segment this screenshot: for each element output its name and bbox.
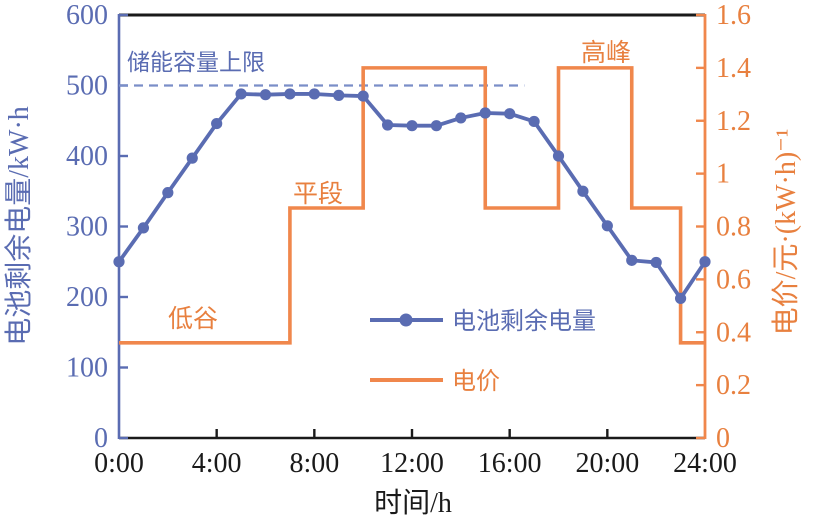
battery-data-point — [455, 112, 467, 124]
battery-data-point — [552, 150, 565, 162]
y-left-tick-label: 600 — [66, 0, 108, 31]
y-right-tick-label: 1 — [716, 159, 730, 190]
x-axis-tick-label: 20:00 — [575, 448, 639, 479]
y-right-tick-label: 0 — [716, 423, 730, 454]
legend-battery-label: 电池剩余电量 — [452, 308, 596, 335]
battery-data-point — [674, 292, 687, 305]
battery-data-point — [211, 117, 223, 130]
battery-data-point — [186, 152, 198, 164]
x-axis-tick-label: 0:00 — [94, 448, 144, 479]
y-left-tick-label: 400 — [66, 141, 108, 172]
battery-data-point — [430, 120, 443, 132]
battery-data-point — [357, 90, 369, 102]
y-axis-right-title: 电价/元·(kW·h)⁻¹ — [770, 129, 802, 336]
legend-price-label: 电价 — [452, 368, 500, 395]
battery-data-point — [235, 88, 247, 100]
x-axis-tick-label: 24:00 — [673, 448, 737, 479]
annotation-peak: 高峰 — [581, 39, 631, 67]
y-left-tick-label: 500 — [66, 71, 108, 102]
battery-data-point — [479, 107, 491, 119]
battery-data-point — [699, 256, 711, 268]
battery-data-point — [113, 256, 125, 268]
battery-data-point — [504, 108, 516, 120]
y-left-tick-label: 100 — [66, 353, 108, 384]
price-step-line — [119, 66, 705, 345]
x-axis-title: 时间/h — [374, 487, 452, 519]
x-axis-tick-label: 16:00 — [478, 448, 542, 479]
battery-data-point — [650, 256, 662, 269]
y-right-tick-label: 0.2 — [716, 370, 751, 401]
annotation-capacity-limit: 储能容量上限 — [127, 50, 265, 75]
y-right-tick-label: 1.2 — [716, 106, 751, 137]
x-axis-tick-label: 12:00 — [380, 448, 444, 479]
x-axis-tick-label: 4:00 — [192, 448, 242, 479]
chart-generated-layer: 0 100 200 300 400 500 600 0 0.2 0.4 0.6 0.8 1 1.2 1.4 1… — [66, 0, 751, 479]
battery-data-point — [528, 115, 540, 128]
battery-data-point — [577, 185, 589, 197]
y-left-tick-label: 0 — [94, 423, 108, 454]
y-axis-left-title: 电池剩余电量/kW·h — [3, 106, 35, 346]
y-left-tick-label: 300 — [66, 212, 108, 243]
battery-data-point — [381, 119, 394, 131]
annotation-flat: 平段 — [293, 180, 343, 208]
x-axis-tick-label: 8:00 — [289, 448, 339, 479]
battery-data-point — [308, 88, 320, 100]
y-right-tick-label: 0.8 — [716, 212, 751, 243]
legend-battery-marker-swatch — [399, 313, 413, 327]
battery-data-point — [626, 254, 638, 266]
battery-data-point — [162, 187, 174, 199]
battery-data-point — [284, 88, 296, 100]
y-right-tick-label: 0.4 — [716, 317, 751, 348]
battery-data-point — [406, 120, 418, 132]
y-right-tick-label: 1.6 — [716, 0, 751, 31]
y-right-tick-label: 0.6 — [716, 264, 751, 295]
legend: 电池剩余电量 电价 — [370, 308, 596, 395]
battery-data-point — [259, 89, 272, 101]
y-right-tick-label: 1.4 — [716, 53, 751, 84]
battery-data-point — [601, 220, 613, 232]
y-left-tick-label: 200 — [66, 282, 108, 313]
annotation-valley: 低谷 — [168, 305, 218, 333]
battery-data-point — [333, 89, 345, 101]
battery-data-point — [137, 222, 150, 234]
